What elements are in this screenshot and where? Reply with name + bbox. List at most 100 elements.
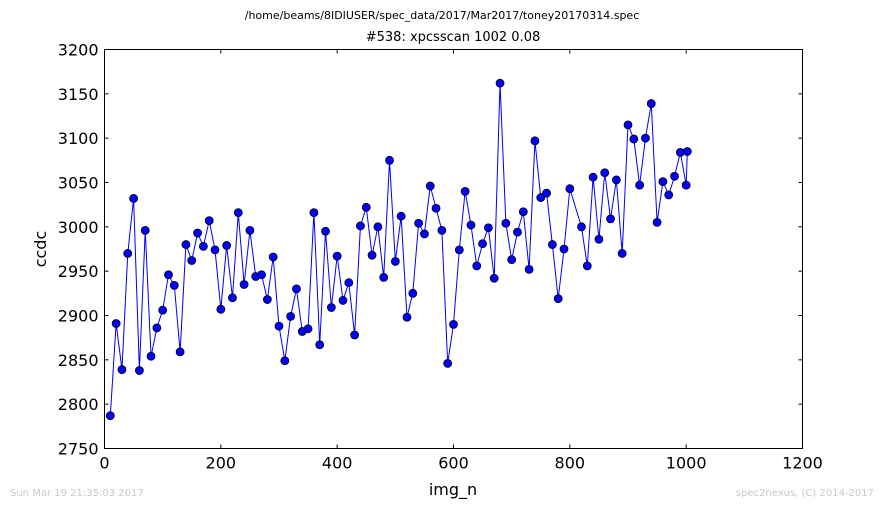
data-point	[466, 220, 476, 230]
y-tick-label: 3100	[58, 129, 99, 148]
data-point	[431, 203, 441, 213]
data-point	[420, 229, 429, 239]
y-tick-label: 2900	[58, 307, 99, 326]
data-point	[425, 181, 435, 191]
data-point	[356, 221, 365, 231]
data-point	[559, 244, 569, 254]
y-axis-label: ccdc	[31, 231, 50, 268]
data-point	[187, 256, 197, 265]
data-point	[489, 273, 499, 283]
data-point	[303, 324, 313, 334]
data-point	[437, 225, 447, 235]
data-point	[449, 319, 458, 329]
x-tick-label: 0	[99, 454, 109, 473]
data-point	[623, 120, 633, 130]
data-point	[495, 78, 505, 88]
data-point	[164, 270, 173, 280]
data-point	[472, 261, 482, 271]
data-point	[478, 239, 487, 249]
x-axis-label: img_n	[429, 480, 477, 500]
footer-credit: spec2nexus, (C) 2014-2017	[735, 488, 874, 499]
data-point	[664, 190, 674, 200]
data-point	[326, 303, 336, 312]
data-point	[681, 180, 691, 190]
data-point	[268, 252, 278, 262]
data-point	[123, 249, 133, 258]
data-point	[635, 180, 645, 190]
data-point	[443, 358, 453, 368]
data-point	[536, 193, 546, 202]
y-tick-label: 3050	[58, 174, 99, 193]
data-point	[646, 99, 656, 108]
data-point	[565, 184, 575, 194]
data-point	[588, 172, 598, 182]
data-point	[233, 208, 243, 218]
data-point	[228, 293, 237, 303]
y-tick-label: 3000	[58, 218, 99, 237]
y-tick-label: 2950	[58, 262, 99, 281]
data-point	[111, 319, 121, 328]
data-point	[518, 207, 528, 217]
data-point	[286, 311, 296, 321]
data-point	[396, 211, 406, 221]
data-point	[629, 134, 639, 144]
data-point	[274, 321, 284, 331]
data-point	[321, 226, 330, 236]
data-point	[222, 241, 232, 250]
data-point	[367, 250, 377, 260]
data-point	[344, 278, 354, 288]
data-point	[152, 323, 162, 333]
data-point	[338, 296, 348, 305]
data-point	[373, 222, 383, 232]
data-point	[198, 241, 208, 251]
data-point	[204, 216, 214, 226]
data-point	[408, 288, 418, 298]
data-point	[216, 304, 226, 314]
data-point	[239, 280, 249, 289]
data-point	[280, 356, 290, 366]
data-point	[134, 366, 144, 375]
data-point	[245, 225, 255, 235]
y-tick-label: 3200	[58, 41, 99, 60]
data-point	[158, 305, 168, 315]
y-tick-label: 2850	[58, 351, 99, 370]
data-point	[513, 227, 522, 237]
data-point	[315, 340, 325, 350]
x-tick-label: 800	[555, 454, 586, 473]
data-point	[105, 411, 115, 421]
x-tick-label: 600	[438, 454, 469, 473]
data-point	[483, 223, 493, 233]
data-point	[542, 188, 551, 198]
data-point	[350, 330, 360, 340]
data-point	[210, 245, 220, 255]
y-tick-label: 2750	[58, 440, 99, 459]
data-point	[129, 194, 138, 203]
data-point	[257, 270, 266, 280]
data-point	[361, 202, 371, 212]
axis-ticks	[104, 49, 803, 449]
data-point	[553, 294, 563, 304]
plot-frame	[104, 49, 803, 449]
data-point	[611, 175, 621, 185]
series-line	[109, 83, 688, 416]
data-point	[617, 249, 627, 258]
data-point	[309, 208, 319, 218]
data-point	[262, 295, 272, 304]
data-point	[582, 261, 592, 271]
y-tick-label: 3150	[58, 85, 99, 104]
data-point	[507, 255, 517, 265]
data-point	[402, 312, 412, 322]
data-point	[658, 177, 668, 187]
data-point	[547, 240, 557, 249]
y-tick-label: 2800	[58, 395, 99, 414]
data-point	[169, 280, 179, 290]
data-point	[292, 284, 301, 294]
footer-timestamp: Sun Mar 19 21:35:03 2017	[10, 488, 144, 499]
x-tick-label: 1200	[782, 454, 823, 473]
series-group	[105, 78, 692, 421]
data-point	[454, 245, 464, 255]
data-point	[501, 218, 511, 228]
data-point	[524, 264, 534, 274]
data-point	[606, 214, 615, 224]
